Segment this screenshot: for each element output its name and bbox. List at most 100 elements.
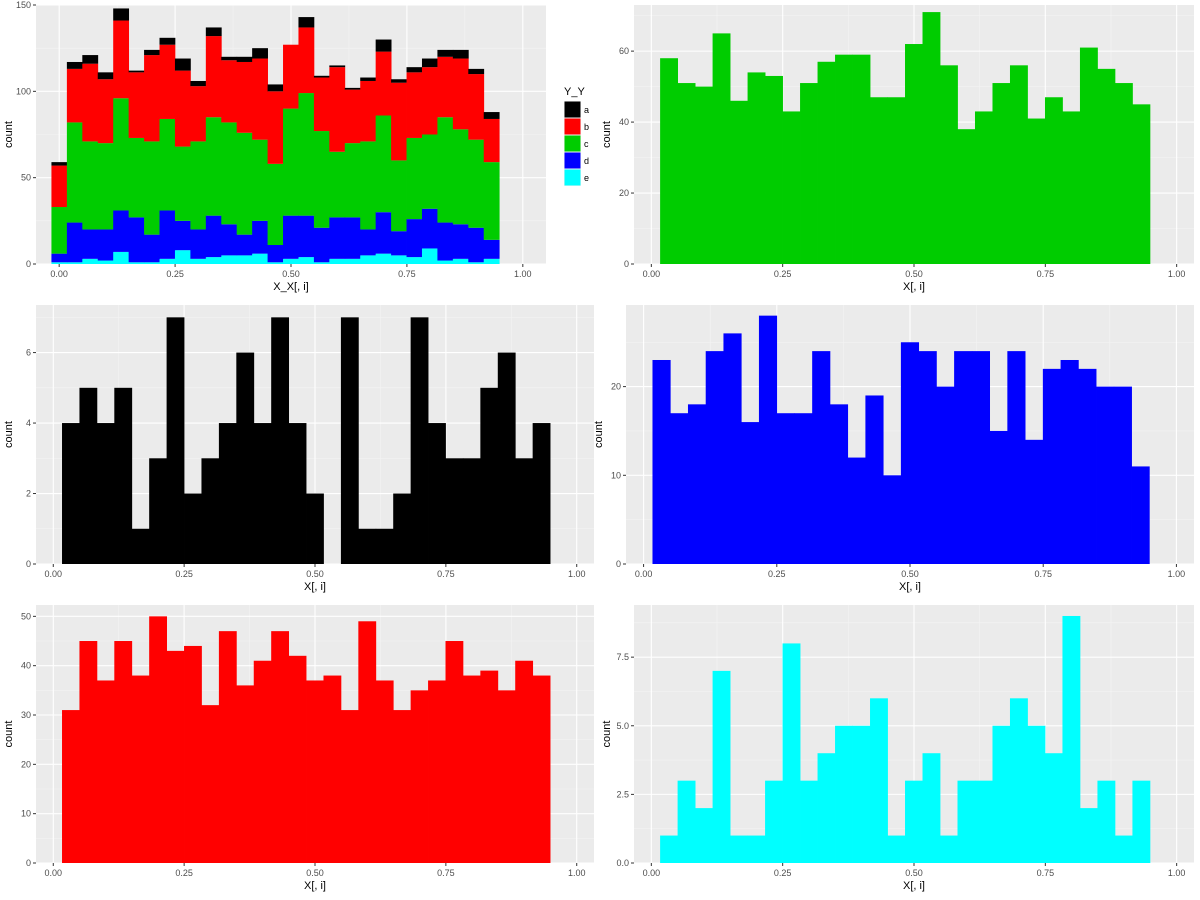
bar-20 bbox=[1007, 351, 1026, 564]
bar-19 bbox=[393, 710, 412, 863]
bar-a-4 bbox=[113, 8, 130, 21]
x-tick-label: 0.50 bbox=[306, 569, 324, 579]
y-tick-label: 100 bbox=[16, 86, 31, 96]
bar-11 bbox=[852, 725, 871, 863]
bar-12 bbox=[271, 631, 290, 863]
bar-d-14 bbox=[267, 245, 284, 263]
y-tick-label: 0 bbox=[26, 858, 31, 868]
bar-9 bbox=[218, 423, 237, 564]
bar-b-22 bbox=[391, 82, 407, 161]
bar-a-18 bbox=[329, 65, 346, 68]
chart-3: 0.00 0.25 0.50 0.75 1.00 0 2 4 6 X[, i] count bbox=[3, 305, 594, 593]
bar-26 bbox=[1114, 835, 1133, 863]
y-tick-label: 4 bbox=[26, 418, 31, 428]
bar-e-6 bbox=[144, 262, 160, 264]
x-tick-label: 0.00 bbox=[635, 569, 653, 579]
bar-15 bbox=[918, 351, 937, 564]
bar-2 bbox=[695, 808, 713, 863]
bar-e-27 bbox=[468, 262, 485, 264]
x-tick-label: 1.00 bbox=[1168, 269, 1186, 279]
x-axis-title: X[, i] bbox=[304, 880, 326, 892]
bar-b-6 bbox=[144, 55, 160, 142]
x-axis-title: X[, i] bbox=[899, 581, 921, 593]
bar-d-6 bbox=[144, 234, 160, 263]
bar-27 bbox=[1132, 780, 1151, 863]
bar-9 bbox=[817, 61, 836, 265]
legend-swatch-b bbox=[564, 118, 581, 135]
bar-e-11 bbox=[221, 255, 238, 264]
bar-c-23 bbox=[406, 137, 423, 220]
bar-12 bbox=[271, 317, 290, 564]
bar-21 bbox=[428, 680, 446, 863]
bar-22 bbox=[1044, 753, 1063, 863]
bar-e-26 bbox=[452, 258, 469, 264]
bar-b-18 bbox=[329, 67, 346, 152]
bar-d-0 bbox=[51, 253, 68, 263]
bar-23 bbox=[462, 458, 481, 564]
bar-23 bbox=[1062, 111, 1081, 264]
bar-b-14 bbox=[267, 91, 284, 164]
bar-8 bbox=[201, 458, 220, 564]
bar-12 bbox=[870, 97, 888, 264]
bar-e-9 bbox=[190, 258, 207, 264]
bar-a-17 bbox=[313, 75, 330, 78]
bar-0 bbox=[660, 58, 679, 264]
bar-c-3 bbox=[97, 143, 114, 230]
bar-16 bbox=[936, 386, 955, 564]
y-tick-label: 0.0 bbox=[616, 858, 629, 868]
bar-13 bbox=[887, 97, 906, 264]
chart-1: 0.00 0.25 0.50 0.75 1.00 0 50 100 150 X_X[, i] cou… bbox=[3, 0, 589, 293]
bar-17 bbox=[358, 621, 377, 863]
x-tick-label: 1.00 bbox=[568, 569, 586, 579]
bar-c-25 bbox=[437, 117, 454, 223]
bar-a-22 bbox=[391, 79, 407, 83]
x-tick-label: 0.75 bbox=[437, 569, 455, 579]
bar-13 bbox=[288, 423, 307, 564]
bar-c-12 bbox=[236, 132, 253, 235]
bar-e-4 bbox=[113, 251, 130, 264]
bar-d-4 bbox=[113, 210, 130, 252]
bar-a-27 bbox=[468, 68, 485, 75]
x-tick-label: 0.00 bbox=[45, 868, 63, 878]
bar-3 bbox=[712, 670, 731, 863]
y-tick-label: 150 bbox=[16, 0, 31, 10]
bar-5 bbox=[149, 616, 168, 863]
bar-a-3 bbox=[97, 72, 114, 80]
bar-20 bbox=[1009, 65, 1028, 265]
bar-c-14 bbox=[267, 163, 284, 246]
bar-5 bbox=[747, 835, 766, 863]
bar-25 bbox=[497, 352, 516, 564]
x-tick-label: 0.50 bbox=[282, 269, 300, 279]
x-tick-label: 1.00 bbox=[1168, 569, 1186, 579]
bar-24 bbox=[1079, 47, 1098, 264]
bar-4 bbox=[131, 528, 150, 564]
bar-17 bbox=[957, 780, 976, 863]
bar-d-26 bbox=[452, 224, 469, 259]
bar-b-5 bbox=[128, 72, 145, 138]
x-tick-label: 1.00 bbox=[514, 269, 532, 279]
bar-e-19 bbox=[344, 258, 361, 264]
bar-12 bbox=[870, 698, 888, 863]
y-axis-title: count bbox=[601, 721, 613, 748]
bar-e-25 bbox=[437, 260, 454, 264]
y-tick-label: 30 bbox=[21, 710, 31, 720]
bar-2 bbox=[695, 86, 713, 264]
x-tick-label: 0.75 bbox=[1037, 269, 1055, 279]
legend-label-a: a bbox=[584, 105, 589, 115]
bar-26 bbox=[515, 660, 534, 863]
bar-d-20 bbox=[360, 229, 377, 256]
bar-4 bbox=[723, 333, 742, 564]
bar-15 bbox=[922, 753, 941, 863]
y-tick-label: 0 bbox=[624, 259, 629, 269]
bars bbox=[62, 616, 551, 863]
bar-e-21 bbox=[375, 253, 392, 264]
bar-22 bbox=[1042, 368, 1061, 564]
bar-27 bbox=[532, 423, 551, 564]
bar-19 bbox=[992, 83, 1011, 264]
bar-23 bbox=[462, 675, 481, 863]
bar-e-5 bbox=[128, 262, 145, 264]
bar-11 bbox=[847, 457, 866, 564]
bar-b-1 bbox=[66, 68, 83, 123]
bar-2 bbox=[96, 423, 115, 564]
